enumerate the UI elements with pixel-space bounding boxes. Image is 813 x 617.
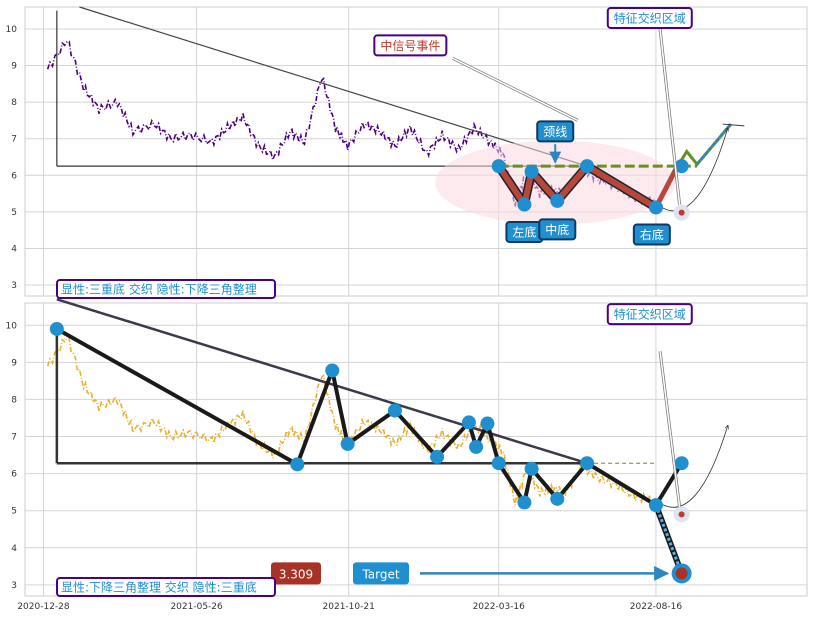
descending-triangle-zigzag <box>55 327 501 467</box>
top-y-tick-label: 9 <box>11 62 17 72</box>
bottom-pattern-point <box>648 498 663 513</box>
top-y-tick-label: 7 <box>11 135 17 145</box>
x-tick-label: 2022-03-16 <box>473 602 526 612</box>
top-y-tick-label: 4 <box>11 244 17 254</box>
top-target-dot <box>678 209 685 216</box>
bottom-breakout-leg <box>654 462 684 507</box>
bottom-mid-dot <box>678 511 685 518</box>
bottom-pattern-point <box>517 495 532 510</box>
curve-arrow <box>659 128 728 212</box>
bottom-pattern-point <box>430 449 445 464</box>
target-value-box <box>271 562 321 585</box>
mid-bottom-label-box <box>538 218 577 241</box>
bottom-triple-bottom-zigzag <box>497 461 657 507</box>
top-pattern-point <box>674 159 689 174</box>
bottom-pattern-point <box>674 456 689 471</box>
top-region-label: 特征交织区域 <box>614 10 686 25</box>
right-bottom-label-box <box>632 223 671 246</box>
bottom-plot-area <box>24 302 808 597</box>
top-y-tick-label: 10 <box>6 25 18 35</box>
bottom-caption-box <box>56 577 276 597</box>
bottom-pattern-point <box>550 491 565 506</box>
x-tick-label: 2020-12-28 <box>17 602 70 612</box>
top-pattern-point <box>524 164 539 179</box>
top-caption-box <box>56 279 276 299</box>
bottom-region-label: 特征交织区域 <box>614 307 686 322</box>
bottom-pattern-point <box>325 363 340 378</box>
top-pattern-point <box>580 159 595 174</box>
neckline-label-box <box>536 120 575 143</box>
bottom-y-tick-label: 8 <box>11 395 17 405</box>
bottom-pattern-point <box>49 321 64 336</box>
signal-arrow-inner <box>452 57 579 122</box>
top-y-tick-label: 6 <box>11 171 17 181</box>
top-pattern-point <box>648 200 663 215</box>
bottom-pattern-point <box>461 415 476 430</box>
target-marker <box>675 567 688 580</box>
triple-bottom-path <box>496 163 658 211</box>
region-arrow-inner <box>659 28 681 205</box>
top-pattern-point <box>517 197 532 212</box>
signal-event-label: 中信号事件 <box>380 38 440 53</box>
bottom-y-tick-label: 10 <box>6 321 18 331</box>
x-tick-label: 2021-10-21 <box>323 602 375 612</box>
top-region-label-box <box>606 6 693 29</box>
bottom-pattern-point <box>580 456 595 471</box>
bottom-pattern-point <box>491 456 506 471</box>
left-bottom-label: 左底 <box>512 224 536 239</box>
bottom-caption: 显性:下降三角整理 交织 隐性:三重底 <box>61 580 257 595</box>
bottom-y-tick-label: 3 <box>11 581 17 591</box>
bottom-pattern-point <box>340 436 355 451</box>
top-caption: 显性:三重底 交织 隐性:下降三角整理 <box>61 282 257 297</box>
target-drop-line <box>654 504 684 574</box>
bottom-pattern-point <box>387 403 402 418</box>
x-tick-label: 2021-05-26 <box>170 602 223 612</box>
breakout-leg <box>653 166 679 209</box>
x-tick-label: 2022-08-16 <box>630 602 683 612</box>
bottom-curve-arrow <box>659 425 728 508</box>
target-value-label: 3.309 <box>279 567 313 581</box>
neckline-label: 颈线 <box>543 125 567 139</box>
bottom-y-tick-label: 5 <box>11 507 17 517</box>
bottom-region-label-box <box>606 303 693 326</box>
right-bottom-label: 右底 <box>640 227 664 242</box>
top-y-tick-label: 3 <box>11 281 17 291</box>
top-pattern-point <box>550 193 565 208</box>
bottom-y-tick-label: 4 <box>11 544 17 554</box>
bottom-y-tick-label: 9 <box>11 358 17 368</box>
top-pattern-point <box>491 159 506 174</box>
bottom-region-arrow-inner <box>659 351 681 508</box>
projection-tail <box>722 123 745 127</box>
top-y-tick-label: 8 <box>11 98 17 108</box>
bottom-pattern-point <box>469 439 484 454</box>
target-label: Target <box>361 567 399 581</box>
bottom-pattern-point <box>524 461 539 476</box>
signal-event-label-box <box>373 34 448 57</box>
top-y-tick-label: 5 <box>11 208 17 218</box>
mid-bottom-label: 中底 <box>545 222 569 237</box>
bottom-pattern-point <box>290 457 305 472</box>
bottom-price-series <box>46 337 661 513</box>
bottom-y-tick-label: 6 <box>11 470 17 480</box>
bottom-y-tick-label: 7 <box>11 433 17 443</box>
bottom-triangle-upper-edge <box>56 298 588 465</box>
target-label-box <box>353 562 409 585</box>
top-triangle-upper-edge <box>79 6 588 167</box>
bottom-pattern-point <box>480 416 495 431</box>
